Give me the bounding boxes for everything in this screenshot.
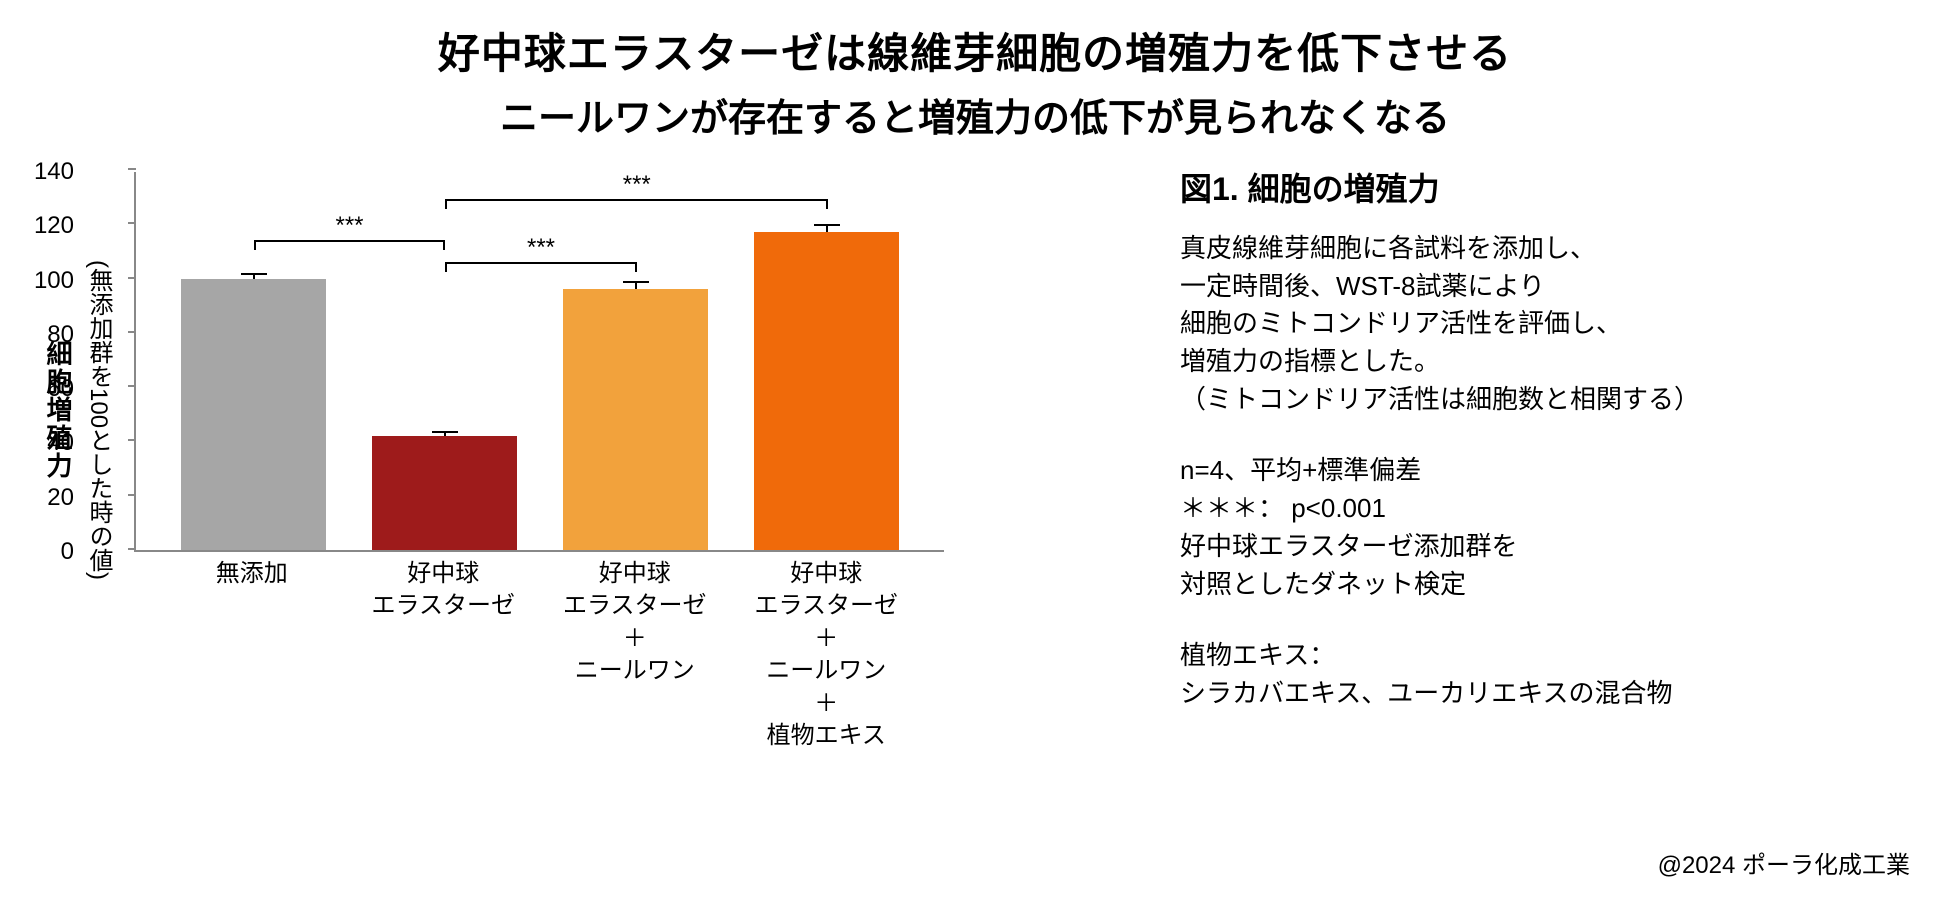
x-tick-label: 無添加 [172,558,332,752]
error-bar [253,273,255,278]
y-tick-label: 20 [19,484,74,512]
y-tick-mark [128,331,136,333]
content-row: 細胞増殖力 (無添加群を100とした時の値) 02040608010012014… [0,142,1950,752]
error-cap [432,431,458,433]
y-tick-label: 120 [19,212,74,240]
bar [754,232,899,550]
bar-slot [747,232,907,550]
y-axis-label-sub: (無添加群を100とした時の値) [81,240,116,600]
error-bar [635,281,637,289]
chart-holder: 020406080100120140 ********* 無添加好中球 エラスタ… [124,160,1150,752]
error-cap [814,224,840,226]
bar-slot [365,436,525,550]
y-tick-label: 100 [19,267,74,295]
y-tick-mark [128,222,136,224]
y-tick-label: 40 [19,429,74,457]
copyright: @2024 ポーラ化成工業 [1658,845,1910,880]
x-labels-row: 無添加好中球 エラスターゼ好中球 エラスターゼ ＋ ニールワン好中球 エラスター… [134,552,944,752]
error-bar [444,431,446,436]
bars-layer [136,172,944,550]
bar-slot [174,279,334,550]
x-tick-label: 好中球 エラスターゼ ＋ ニールワン ＋ 植物エキス [746,558,906,752]
text-panel: 図1. 細胞の増殖力 真皮線維芽細胞に各試料を添加し、 一定時間後、WST-8試… [1150,160,1910,752]
main-title: 好中球エラスターゼは線維芽細胞の増殖力を低下させる [0,20,1950,81]
bar [372,436,517,550]
y-tick-label: 140 [19,158,74,186]
figure-extract: 植物エキス： シラカバエキス、ユーカリエキスの混合物 [1180,637,1910,712]
figure-stats: n=4、平均+標準偏差 ＊＊＊： p<0.001 好中球エラスターゼ添加群を 対… [1180,452,1910,603]
error-cap [623,281,649,283]
figure-title: 図1. 細胞の増殖力 [1180,164,1910,210]
chart-axes: ********* [134,172,944,552]
title-block: 好中球エラスターゼは線維芽細胞の増殖力を低下させる ニールワンが存在すると増殖力… [0,0,1950,142]
y-tick-mark [128,494,136,496]
y-tick-mark [128,277,136,279]
x-tick-label: 好中球 エラスターゼ [363,558,523,752]
bar [181,279,326,550]
y-tick-mark [128,168,136,170]
x-tick-label: 好中球 エラスターゼ ＋ ニールワン [555,558,715,752]
y-tick-mark [128,548,136,550]
error-bar [826,224,828,232]
y-tick-label: 80 [19,321,74,349]
y-tick-label: 60 [19,375,74,403]
bar-slot [556,289,716,550]
plot-area: 020406080100120140 ********* [134,172,1150,552]
figure-description: 真皮線維芽細胞に各試料を添加し、 一定時間後、WST-8試薬により 細胞のミトコ… [1180,230,1910,418]
error-cap [241,273,267,275]
y-tick-label: 0 [19,538,74,566]
bar [563,289,708,550]
chart-panel: 細胞増殖力 (無添加群を100とした時の値) 02040608010012014… [40,160,1150,752]
sub-title: ニールワンが存在すると増殖力の低下が見られなくなる [0,87,1950,142]
y-tick-mark [128,439,136,441]
y-tick-mark [128,385,136,387]
